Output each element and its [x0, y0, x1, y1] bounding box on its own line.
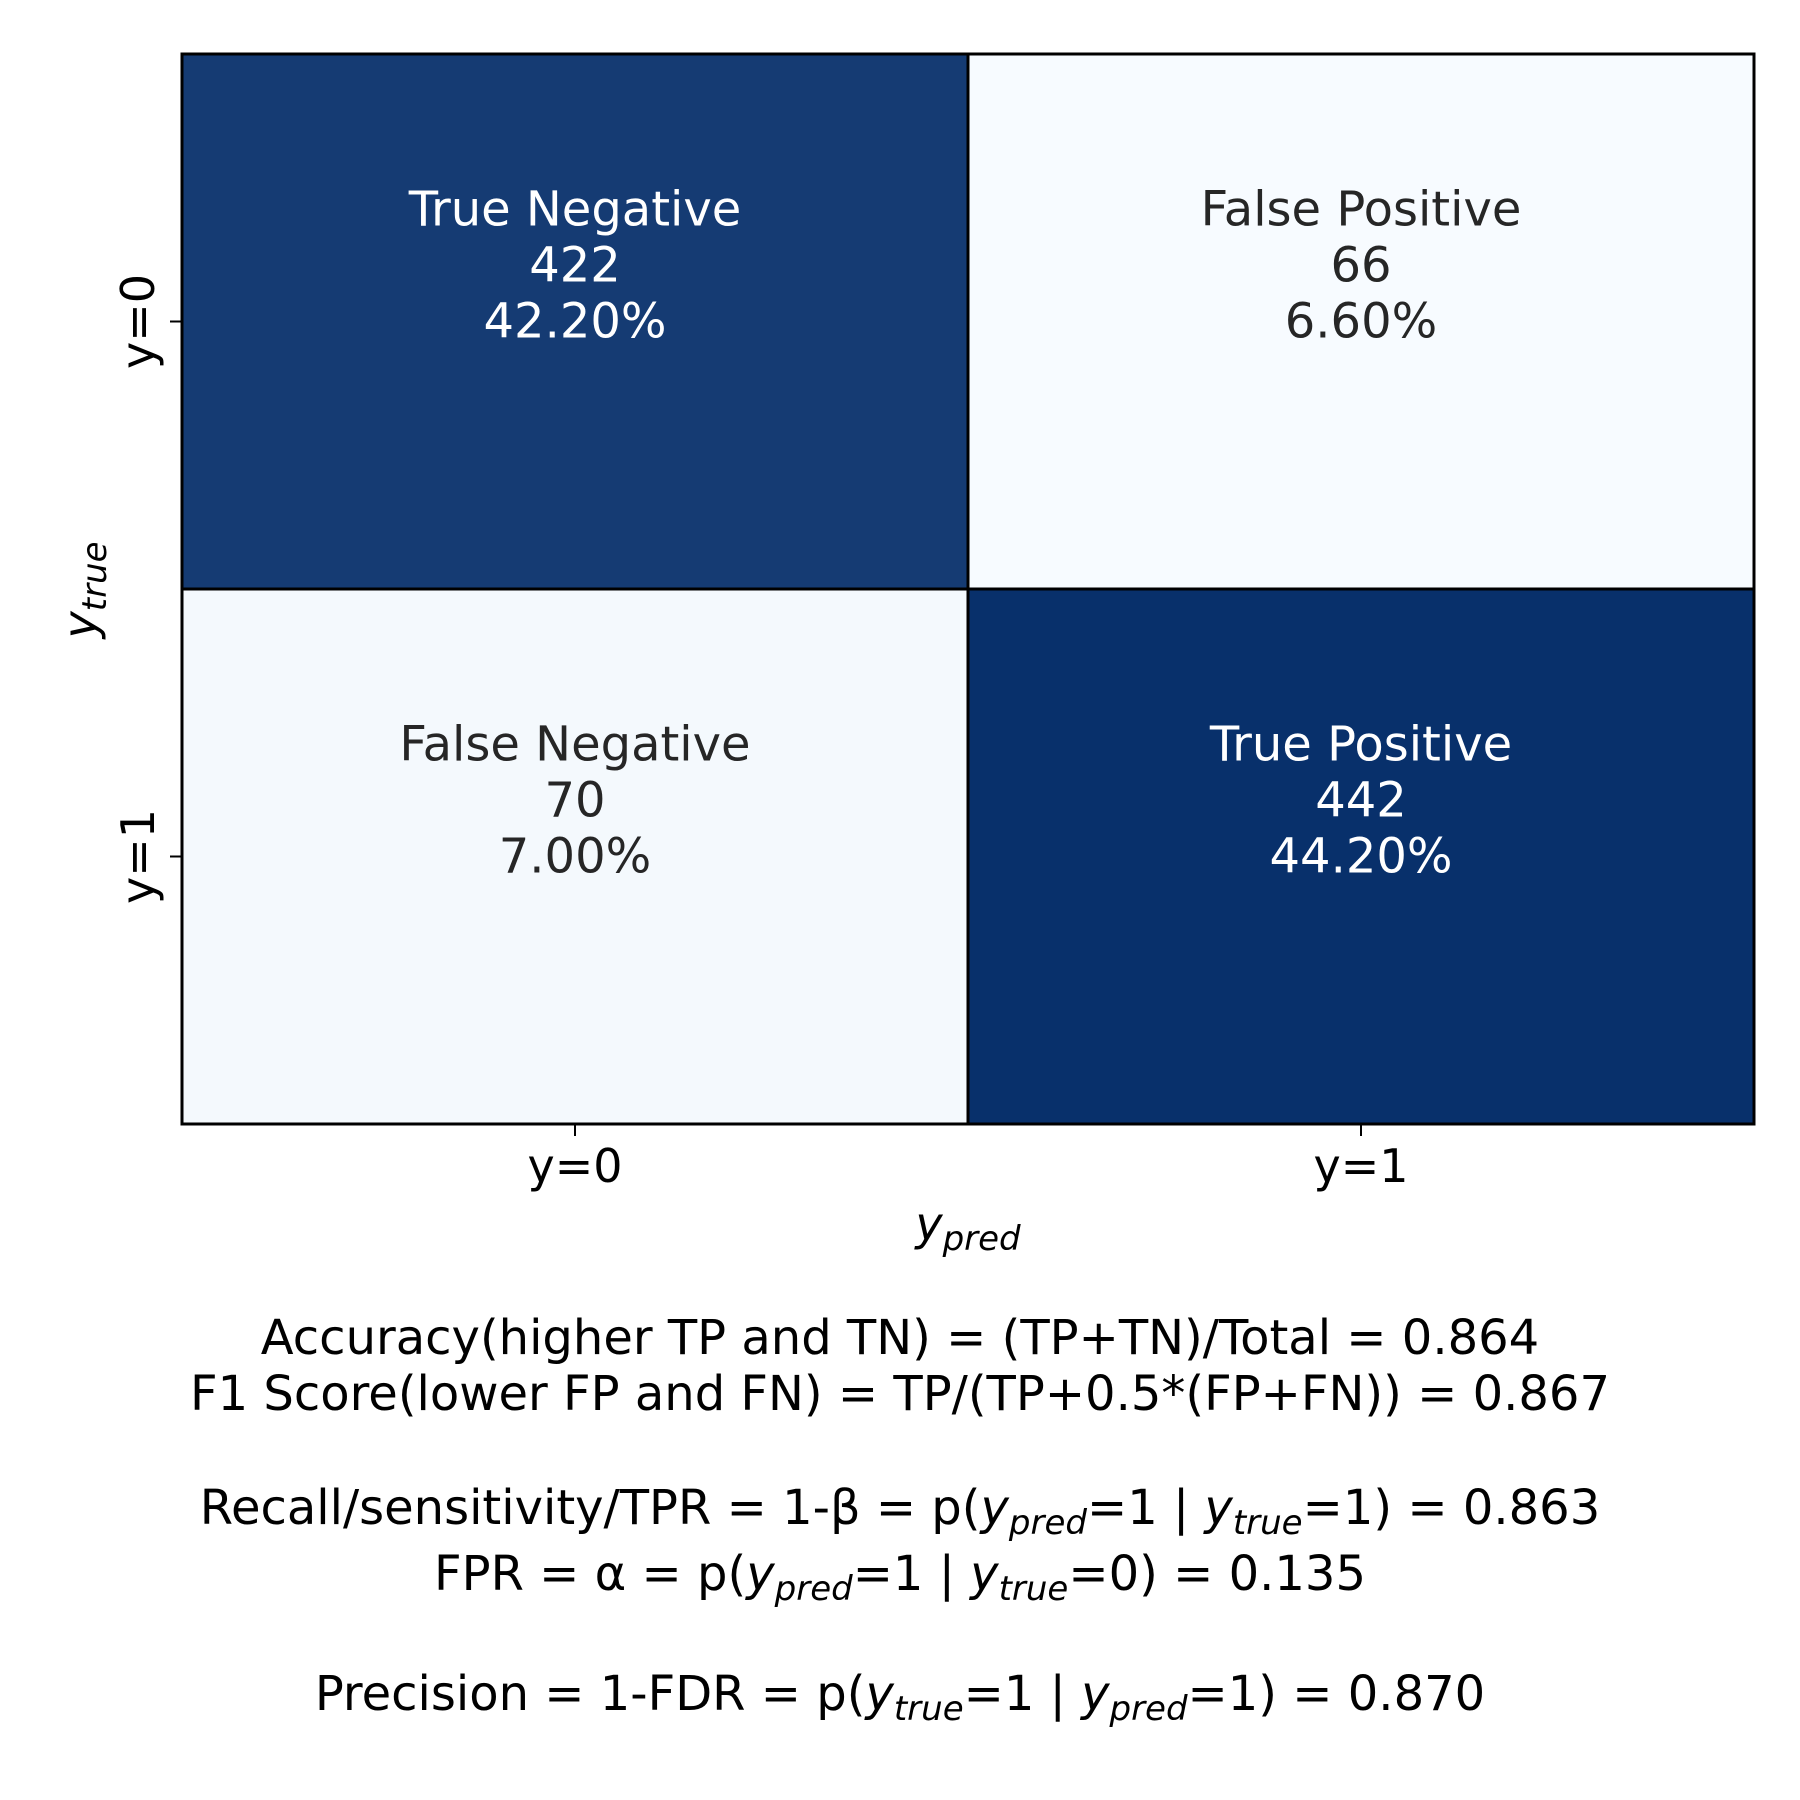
axis-labels: ypred ytrue	[53, 541, 1021, 1259]
x-axis-label-subscript: pred	[942, 1219, 1021, 1259]
x-axis-label: ypred	[913, 1197, 1021, 1259]
x-tick-label: y=0	[527, 1139, 622, 1193]
f1-score-formula: F1 Score(lower FP and FN) = TP/(TP+0.5*(…	[189, 1366, 1610, 1422]
cell-count: 422	[529, 238, 621, 294]
cell-label: True Negative	[408, 182, 742, 238]
cell-true-positive-fill	[966, 587, 1756, 1126]
cell-false-positive-fill	[966, 52, 1756, 591]
x-tick-label: y=1	[1313, 1139, 1408, 1193]
cell-percent: 44.20%	[1269, 829, 1452, 885]
cell-true-negative-fill	[180, 52, 970, 591]
precision-formula: Precision = 1-FDR = p(ytrue=1 | ypred=1)…	[314, 1666, 1486, 1729]
axis-ticks: y=0 y=1 y=0 y=1	[111, 274, 1409, 1193]
y-axis-label: ytrue	[53, 541, 115, 640]
cell-count: 70	[544, 773, 605, 829]
y-tick-label: y=0	[111, 274, 165, 369]
cell-label: True Positive	[1209, 717, 1512, 773]
y-tick-label: y=1	[111, 809, 165, 904]
cell-percent: 7.00%	[499, 829, 651, 885]
y-axis-label-subscript: true	[75, 541, 115, 611]
cell-false-negative-fill	[180, 587, 970, 1126]
cell-percent: 42.20%	[483, 294, 666, 350]
cell-count: 66	[1330, 238, 1391, 294]
accuracy-formula: Accuracy(higher TP and TN) = (TP+TN)/Tot…	[260, 1310, 1540, 1366]
cell-label: False Negative	[399, 717, 750, 773]
plot-border	[181, 53, 1755, 1125]
cell-label: False Positive	[1201, 182, 1522, 238]
recall-formula: Recall/sensitivity/TPR = 1-β = p(ypred=1…	[199, 1480, 1601, 1543]
cell-count: 442	[1315, 773, 1407, 829]
plot-frame	[181, 53, 1755, 1125]
cell-percent: 6.60%	[1285, 294, 1437, 350]
fpr-formula: FPR = α = p(ypred=1 | ytrue=0) = 0.135	[434, 1546, 1366, 1609]
